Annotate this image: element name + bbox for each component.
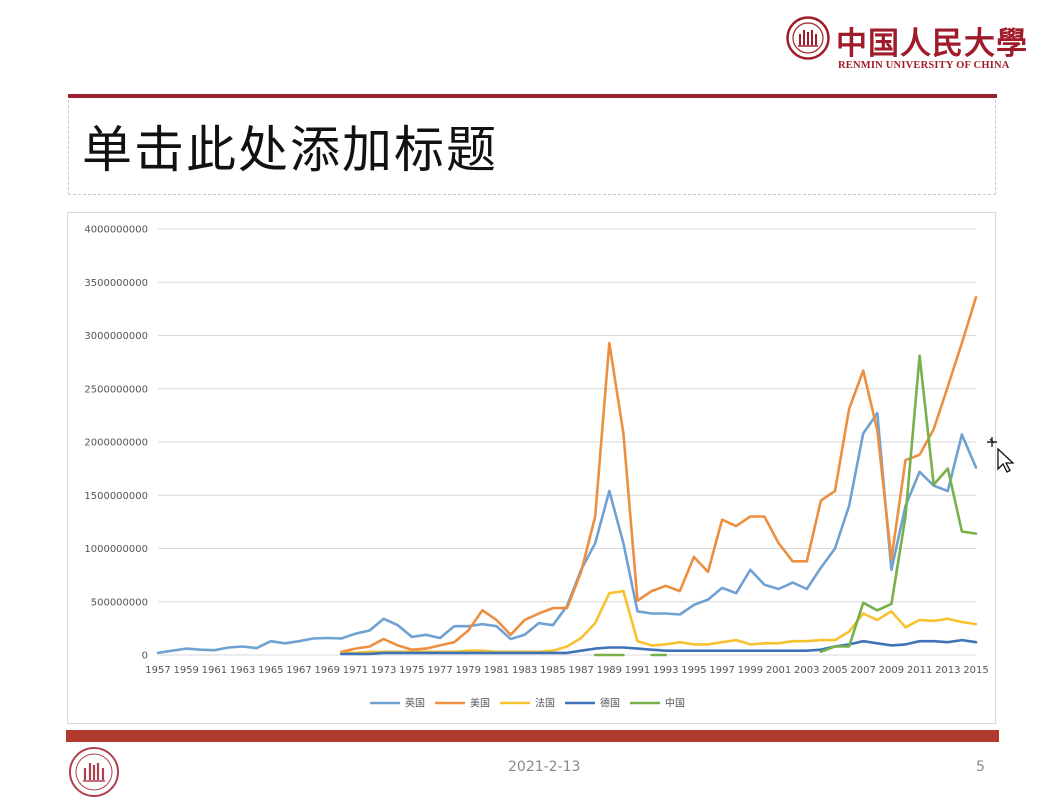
chart-series-lines [156,295,978,657]
x-tick-label: 1987 [568,665,593,676]
chart-container[interactable]: 0 500000000 1000000000 1500000000 2000000000… [67,212,996,724]
x-tick-label: 2005 [822,665,847,676]
x-tick-label: 1983 [512,665,537,676]
chart-gridlines [158,228,976,656]
slide-page-number: 5 [976,759,985,775]
slide-date: 2021-2-13 [508,759,581,775]
y-tick-label: 0 [142,651,148,662]
legend-item: 德国 [565,697,620,710]
x-tick-label: 1981 [484,665,509,676]
x-tick-label: 2009 [879,665,904,676]
x-tick-label: 2013 [935,665,960,676]
legend-item: 中国 [630,697,685,710]
x-tick-label: 1959 [173,665,198,676]
x-tick-label: 1965 [258,665,283,676]
y-tick-label: 4000000000 [84,225,148,236]
x-tick-label: 2003 [794,665,819,676]
university-logo: 中国人民大學 RENMIN UNIVERSITY OF CHINA [786,16,1027,78]
x-tick-label: 1995 [681,665,706,676]
x-tick-label: 1999 [738,665,763,676]
y-tick-label: 3000000000 [84,331,148,342]
x-tick-label: 1971 [343,665,368,676]
legend-item: 法国 [500,697,555,710]
y-tick-label: 1500000000 [84,491,148,502]
slide-title[interactable]: 单击此处添加标题 [82,121,498,179]
x-tick-label: 1975 [399,665,424,676]
series-line [593,354,978,657]
x-tick-label: 1979 [456,665,481,676]
x-tick-label: 1967 [286,665,311,676]
x-tick-label: 1991 [625,665,650,676]
x-axis-tick-labels: 1957 1959 1961 1963 1965 1967 1969 1971 1973 1975… [145,665,988,676]
x-tick-label: 2007 [850,665,875,676]
series-line [156,411,978,655]
y-tick-label: 500000000 [91,597,148,608]
logo-chinese-text: 中国人民大學 [836,26,1028,62]
university-seal-icon [69,747,119,797]
footer-bar [66,730,999,742]
university-seal-icon [786,16,830,60]
x-tick-label: 1961 [202,665,227,676]
x-tick-label: 2015 [963,665,988,676]
legend-item: 英国 [370,697,425,710]
x-tick-label: 1977 [427,665,452,676]
series-line [340,638,978,656]
x-tick-label: 2001 [766,665,791,676]
logo-english-text: RENMIN UNIVERSITY OF CHINA [838,60,1010,71]
x-tick-label: 1957 [145,665,170,676]
legend-label: 英国 [405,697,425,710]
y-axis-tick-labels: 0 500000000 1000000000 1500000000 2000000000… [84,225,148,662]
legend-label: 中国 [665,697,685,710]
x-tick-label: 1989 [597,665,622,676]
legend-label: 法国 [535,697,555,710]
x-tick-label: 1993 [653,665,678,676]
y-tick-label: 2500000000 [84,384,148,395]
series-line [340,295,978,654]
x-tick-label: 1985 [540,665,565,676]
x-tick-label: 1997 [709,665,734,676]
legend-label: 美国 [470,697,490,710]
y-tick-label: 1000000000 [84,544,148,555]
line-chart: 0 500000000 1000000000 1500000000 2000000000… [84,225,988,710]
title-placeholder-box[interactable] [68,100,996,195]
x-tick-label: 1969 [315,665,340,676]
x-tick-label: 1973 [371,665,396,676]
legend-label: 德国 [600,697,620,710]
header-divider [68,94,997,98]
x-tick-label: 2011 [907,665,932,676]
legend-item: 美国 [435,697,490,710]
x-tick-label: 1963 [230,665,255,676]
y-tick-label: 2000000000 [84,438,148,449]
move-cursor-icon [987,437,1014,473]
chart-legend: 英国 美国 法国 德国 中国 [370,697,685,710]
y-tick-label: 3500000000 [84,278,148,289]
